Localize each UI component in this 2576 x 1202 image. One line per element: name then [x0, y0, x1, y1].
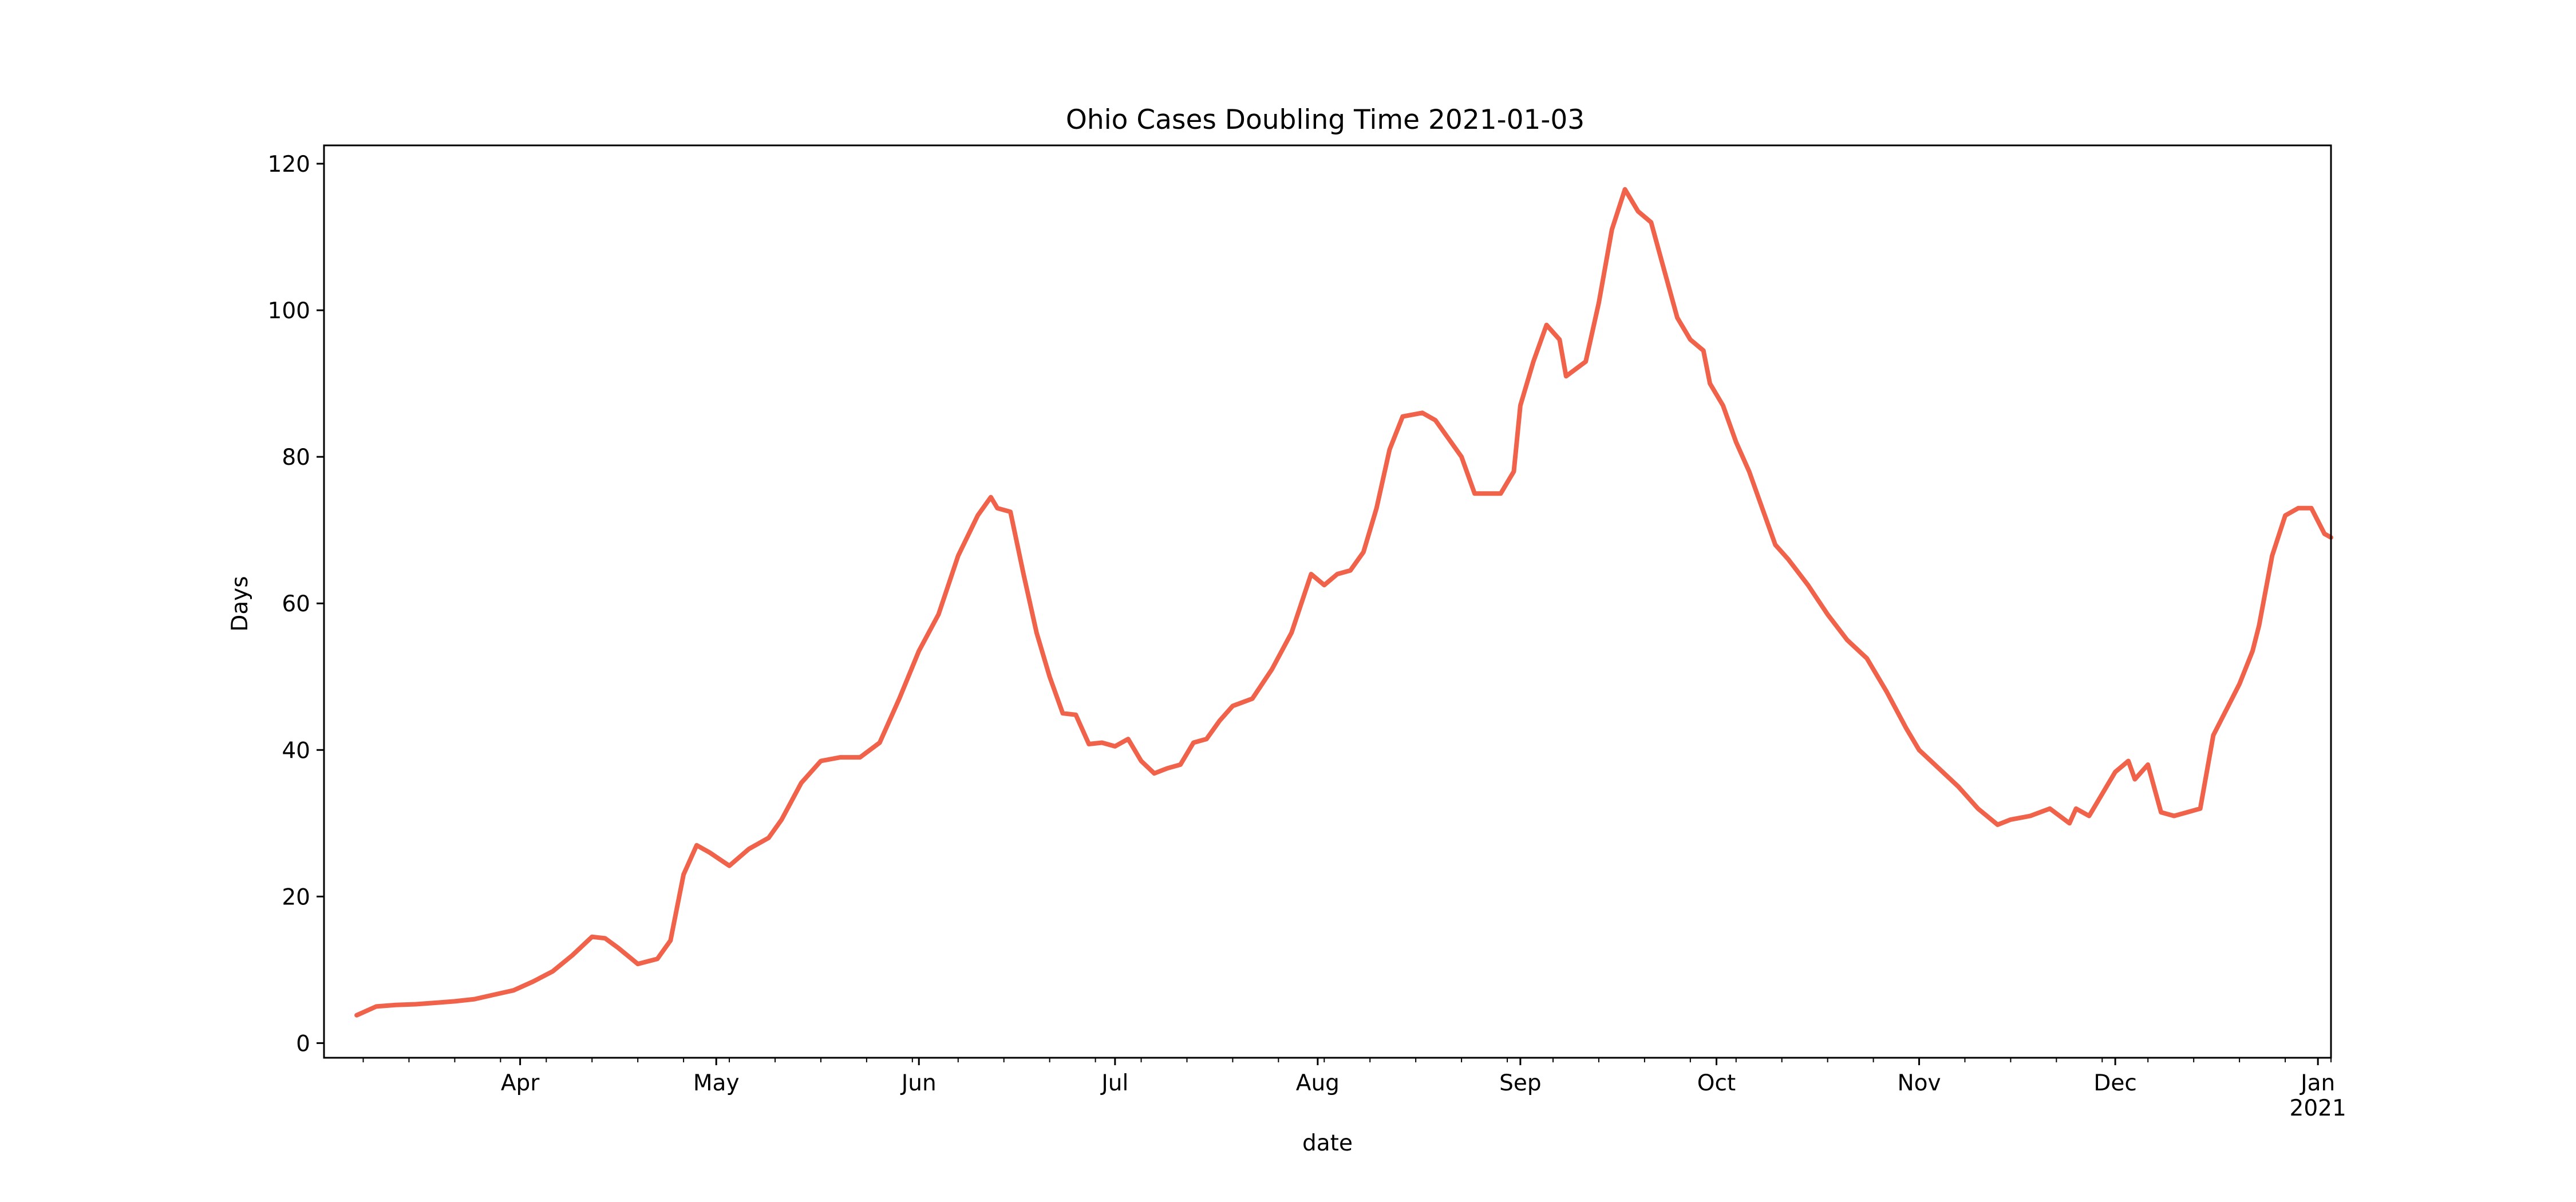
y-tick-label: 100 [268, 298, 310, 324]
y-axis-label: Days [227, 576, 253, 631]
x-tick-label: Sep [1499, 1070, 1542, 1096]
plot-area [354, 187, 2333, 1018]
y-tick-label: 40 [282, 738, 310, 764]
x-tick-label: Dec [2093, 1070, 2136, 1096]
y-axis: 0 20 40 60 80 100 120 [268, 152, 324, 1057]
chart-title: Ohio Cases Doubling Time 2021-01-03 [1066, 104, 1585, 136]
y-tick-label: 0 [296, 1031, 310, 1057]
plot-frame [323, 144, 2332, 1059]
x-tick-label: Nov [1897, 1070, 1941, 1096]
x-tick-label: Jul [1100, 1070, 1128, 1096]
x-tick-label: Aug [1296, 1070, 1340, 1096]
y-tick-label: 20 [282, 884, 310, 910]
x-tick-label: Oct [1697, 1070, 1736, 1096]
x-tick-label: Jan [2299, 1070, 2335, 1096]
x-tick-label: Apr [501, 1070, 540, 1096]
x-axis-label: date [1302, 1130, 1353, 1156]
y-tick-label: 80 [282, 445, 310, 470]
x-tick-sublabel: 2021 [2290, 1096, 2346, 1121]
x-tick-label: Jun [900, 1070, 937, 1096]
x-tick-label: May [693, 1070, 740, 1096]
series-line [354, 187, 2333, 1018]
y-tick-label: 60 [282, 591, 310, 617]
y-tick-label: 120 [268, 152, 310, 177]
